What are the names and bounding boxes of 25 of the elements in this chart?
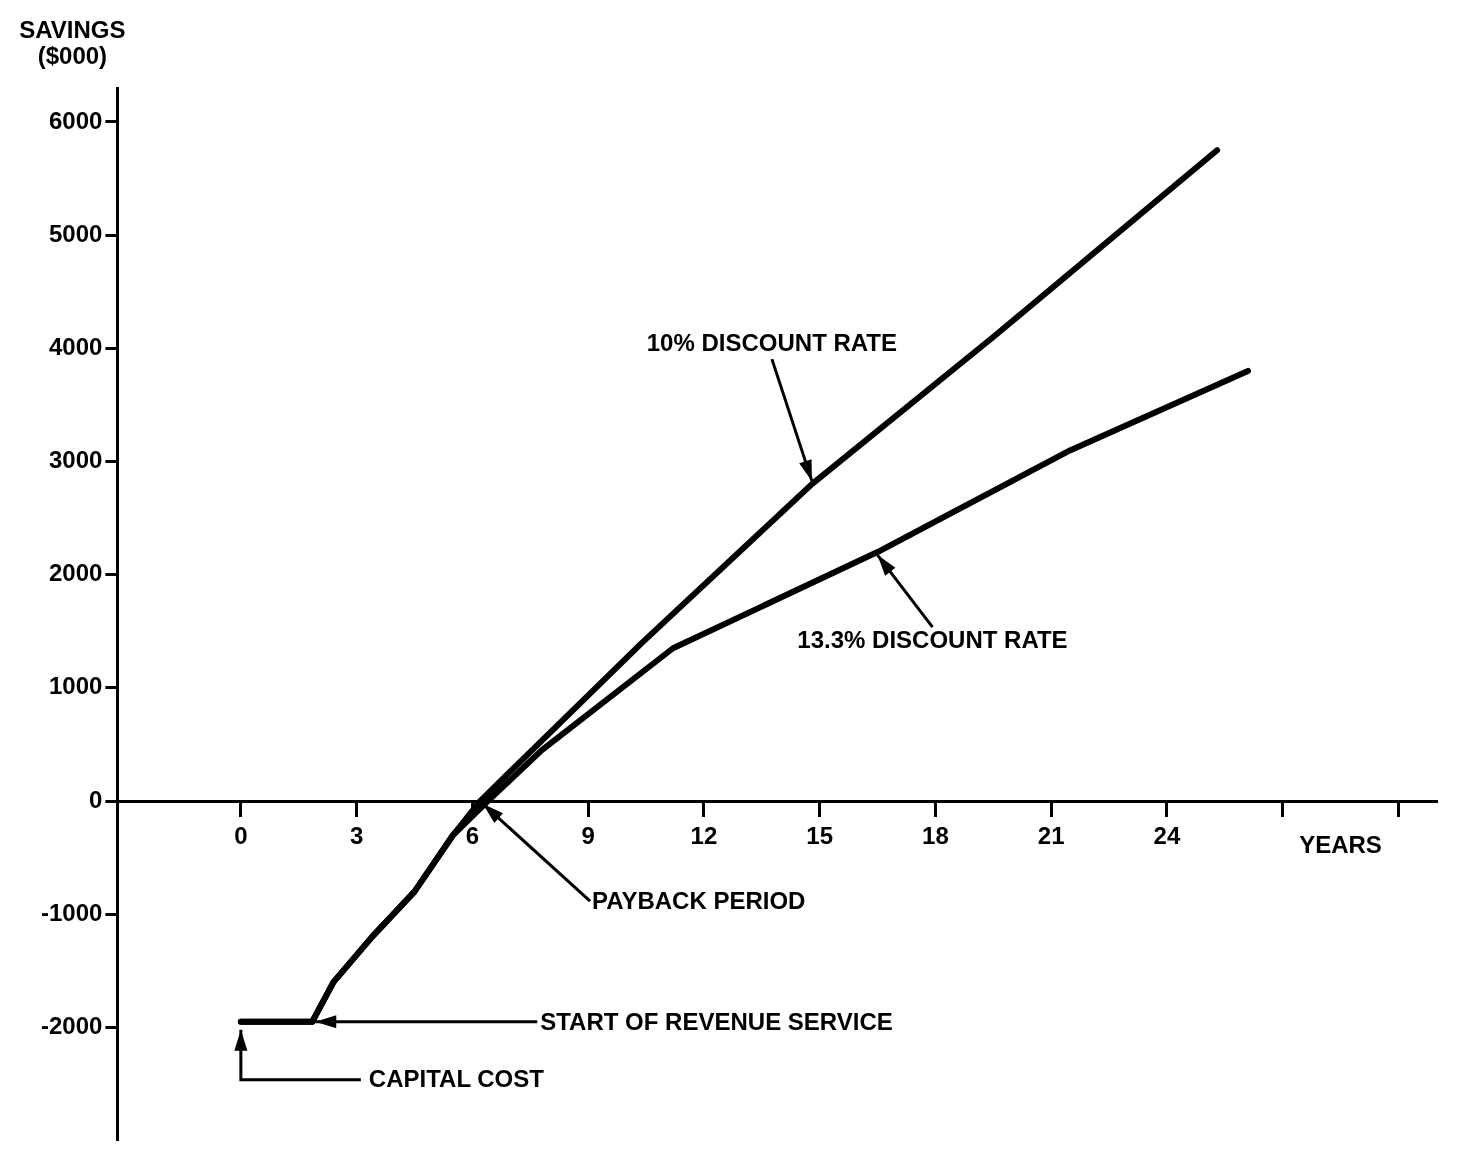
- y-tick-label: 2000: [48, 559, 103, 587]
- y-tick-label: 3000: [48, 446, 103, 474]
- y-tick-label: -2000: [40, 1012, 103, 1040]
- annotation: PAYBACK PERIOD: [592, 887, 806, 916]
- x-tick-label: 9: [581, 822, 595, 850]
- y-tick-label: 1000: [48, 672, 103, 700]
- x-tick-label: 18: [922, 822, 949, 850]
- annotation: START OF REVENUE SERVICE: [540, 1007, 893, 1036]
- x-tick-label: 3: [349, 822, 364, 850]
- y-tick-label: 6000: [48, 106, 103, 134]
- y-tick-label: -1000: [40, 898, 103, 926]
- x-tick-label: 24: [1153, 822, 1181, 850]
- x-tick-label: 6: [465, 822, 480, 850]
- series-label: 10% DISCOUNT RATE: [646, 329, 898, 358]
- x-tick-label: 15: [806, 822, 833, 850]
- y-axis-title: SAVINGS ($000): [19, 16, 126, 70]
- x-tick-label: 21: [1037, 822, 1065, 850]
- y-tick-label: 5000: [48, 219, 103, 247]
- x-axis-title: YEARS: [1299, 831, 1382, 860]
- x-tick-label: 0: [234, 822, 248, 850]
- series-label: 13.3% DISCOUNT RATE: [797, 626, 1068, 655]
- annotation: CAPITAL COST: [368, 1064, 544, 1093]
- y-tick-label: 4000: [48, 332, 103, 360]
- x-tick-label: 12: [690, 822, 718, 850]
- y-tick-label: 0: [89, 785, 103, 813]
